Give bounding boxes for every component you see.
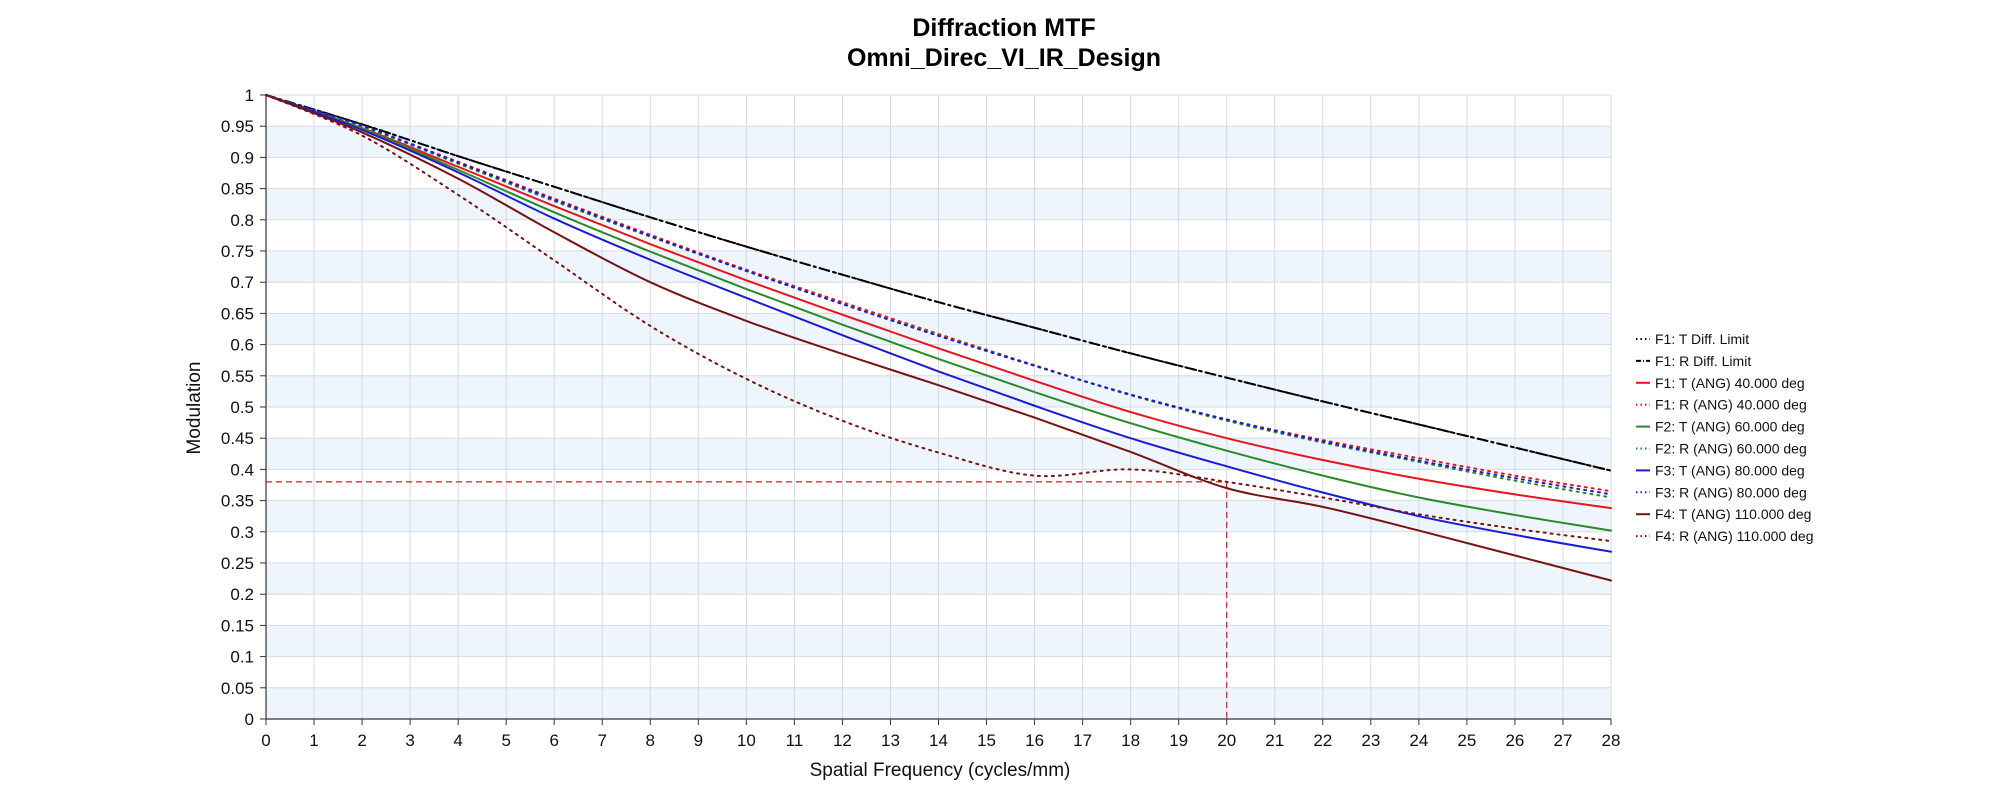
x-tick-label: 24 bbox=[1409, 731, 1428, 750]
legend-label: F2: T (ANG) 60.000 deg bbox=[1655, 419, 1805, 435]
x-tick-label: 4 bbox=[453, 731, 462, 750]
grid-lines bbox=[265, 94, 1612, 720]
legend-label: F1: T (ANG) 40.000 deg bbox=[1655, 375, 1805, 391]
y-tick-label: 0.1 bbox=[230, 648, 254, 667]
x-tick-label: 6 bbox=[549, 731, 558, 750]
x-tick-label: 0 bbox=[261, 731, 270, 750]
x-tick-label: 20 bbox=[1217, 731, 1236, 750]
y-tick-label: 0.05 bbox=[221, 679, 254, 698]
x-tick-label: 23 bbox=[1361, 731, 1380, 750]
x-tick-label: 17 bbox=[1073, 731, 1092, 750]
x-tick-label: 25 bbox=[1457, 731, 1476, 750]
reference-marker bbox=[266, 481, 1228, 719]
y-tick-label: 0.8 bbox=[230, 211, 254, 230]
y-tick-label: 0.7 bbox=[230, 273, 254, 292]
x-tick-label: 11 bbox=[786, 731, 804, 750]
series-line-3 bbox=[265, 94, 1612, 510]
x-tick-label: 7 bbox=[598, 731, 607, 750]
series-lines bbox=[265, 94, 1612, 582]
x-tick-label: 26 bbox=[1505, 731, 1524, 750]
legend-label: F3: T (ANG) 80.000 deg bbox=[1655, 462, 1805, 478]
y-tick-labels: 0 0.05 0.1 0.15 0.2 0.25 0.3 0.35 0.4 0.45 0.5 0.55… bbox=[221, 86, 266, 729]
y-tick-label: 0.95 bbox=[221, 117, 254, 136]
x-tick-label: 27 bbox=[1554, 731, 1573, 750]
series-line-4 bbox=[265, 94, 1612, 493]
x-tick-label: 2 bbox=[357, 731, 366, 750]
series-line-10 bbox=[265, 94, 1612, 543]
y-tick-label: 0.45 bbox=[221, 429, 254, 448]
x-tick-label: 16 bbox=[1025, 731, 1044, 750]
x-tick-label: 3 bbox=[405, 731, 414, 750]
x-tick-label: 10 bbox=[737, 731, 756, 750]
chart-title: Diffraction MTF bbox=[912, 14, 1095, 42]
legend-label: F4: T (ANG) 110.000 deg bbox=[1655, 506, 1811, 522]
x-tick-label: 18 bbox=[1121, 731, 1140, 750]
legend-label: F4: R (ANG) 110.000 deg bbox=[1655, 528, 1813, 544]
series-line-8 bbox=[265, 94, 1612, 496]
y-tick-label: 0.3 bbox=[230, 523, 254, 542]
y-tick-label: 1 bbox=[245, 86, 254, 105]
series-line-5 bbox=[265, 94, 1612, 532]
x-tick-label: 12 bbox=[833, 731, 852, 750]
x-tick-label: 1 bbox=[309, 731, 318, 750]
y-tick-label: 0.9 bbox=[230, 148, 254, 167]
x-tick-label: 8 bbox=[646, 731, 655, 750]
legend-label: F1: T Diff. Limit bbox=[1655, 331, 1749, 347]
x-tick-label: 9 bbox=[694, 731, 703, 750]
y-tick-label: 0.65 bbox=[221, 304, 254, 323]
y-tick-label: 0.6 bbox=[230, 336, 254, 355]
series-line-7 bbox=[265, 94, 1612, 553]
x-tick-label: 28 bbox=[1602, 731, 1621, 750]
y-tick-label: 0.15 bbox=[221, 616, 254, 635]
x-tick-label: 21 bbox=[1265, 731, 1284, 750]
y-tick-label: 0.85 bbox=[221, 180, 254, 199]
x-tick-labels: 0 1 2 3 4 5 6 7 8 9 10 11 12 13 14 15 16 17 18 19 20 21 22 23 24… bbox=[261, 719, 1620, 750]
x-axis-label: Spatial Frequency (cycles/mm) bbox=[810, 760, 1071, 781]
legend-label: F3: R (ANG) 80.000 deg bbox=[1655, 484, 1807, 500]
y-tick-label: 0 bbox=[245, 710, 254, 729]
y-tick-label: 0.5 bbox=[230, 398, 254, 417]
x-tick-label: 14 bbox=[929, 731, 948, 750]
y-tick-label: 0.25 bbox=[221, 554, 254, 573]
x-tick-label: 15 bbox=[977, 731, 996, 750]
legend-label: F1: R (ANG) 40.000 deg bbox=[1655, 397, 1807, 413]
y-tick-label: 0.75 bbox=[221, 242, 254, 261]
y-tick-label: 0.35 bbox=[221, 492, 254, 511]
y-tick-label: 0.2 bbox=[230, 585, 254, 604]
x-tick-label: 13 bbox=[881, 731, 900, 750]
chart-subtitle: Omni_Direc_VI_IR_Design bbox=[847, 44, 1161, 72]
legend-label: F2: R (ANG) 60.000 deg bbox=[1655, 441, 1807, 457]
legend-label: F1: R Diff. Limit bbox=[1655, 353, 1751, 369]
series-line-2 bbox=[265, 94, 1612, 472]
legend: F1: T Diff. Limit F1: R Diff. Limit F1: T … bbox=[1636, 331, 1813, 544]
series-line-9 bbox=[265, 94, 1612, 582]
x-tick-label: 19 bbox=[1169, 731, 1188, 750]
y-tick-label: 0.55 bbox=[221, 367, 254, 386]
x-tick-label: 22 bbox=[1313, 731, 1332, 750]
x-tick-label: 5 bbox=[501, 731, 510, 750]
y-tick-label: 0.4 bbox=[230, 460, 254, 479]
y-axis-label: Modulation bbox=[184, 362, 205, 455]
